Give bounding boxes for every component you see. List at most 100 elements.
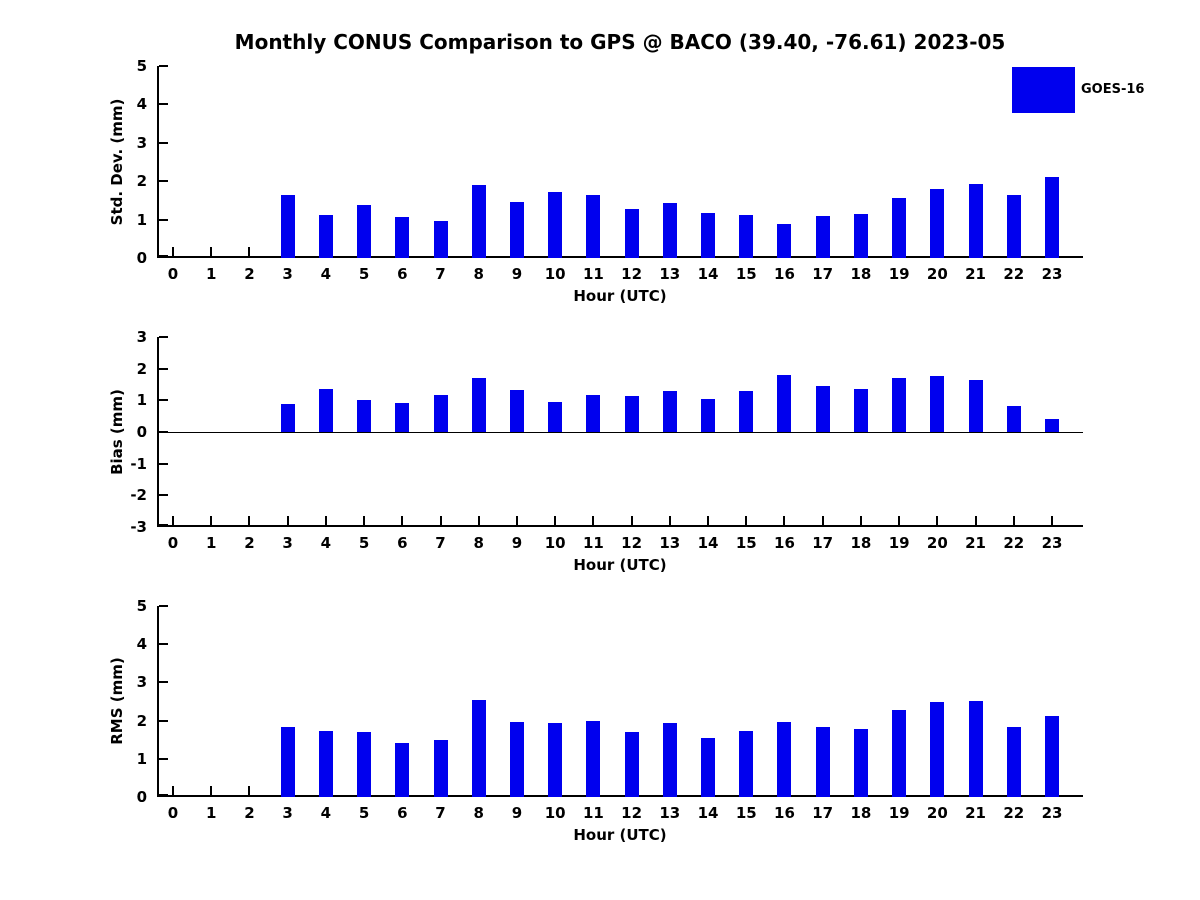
x-tick [1051,516,1053,525]
x-tick-label: 9 [511,804,523,822]
y-tick [159,431,168,433]
y-tick [159,794,168,796]
y-tick-label: 3 [136,133,147,152]
y-tick-label: 4 [136,95,147,114]
x-tick-label: 1 [205,534,217,552]
chart-title: Monthly CONUS Comparison to GPS @ BACO (… [234,30,1006,54]
x-tick-label: 20 [926,265,948,283]
x-tick [248,786,251,795]
x-tick-label: 10 [544,804,566,822]
bar-hour-16 [777,721,792,797]
x-tick-label: 10 [544,265,566,283]
x-tick [286,516,289,525]
x-tick-label: 14 [697,804,719,822]
x-tick-label: 15 [735,804,757,822]
y-tick [159,367,168,370]
bar-hour-20 [930,375,945,432]
bar-hour-6 [395,216,410,258]
bar-hour-7 [433,394,448,432]
x-tick-label: 1 [205,804,217,822]
x-tick [172,516,174,525]
x-tick-label: 6 [397,804,408,822]
bar-hour-3 [280,194,295,258]
y-tick-label: 0 [136,249,147,267]
x-tick [859,516,862,525]
x-tick-label: 16 [774,265,795,283]
x-tick-label: 10 [544,534,566,552]
x-tick [1012,516,1015,525]
y-axis-label-rms: RMS (mm) [108,657,126,745]
x-tick-label: 23 [1041,804,1063,822]
bar-hour-17 [815,727,830,797]
bar-hour-6 [395,742,410,797]
plot-area-bias: -3 -2 -1 0 1 2 3 0 1 2 3 4 5 6 7 8 9 10 11 12 13 14 15 16 17 18 19… [130,328,1083,552]
bar-hour-13 [662,390,677,432]
bar-hour-14 [701,737,716,797]
x-tick-label: 19 [888,265,910,283]
y-tick-label: 4 [136,635,147,654]
x-tick [210,516,213,525]
x-tick-label: 5 [358,804,370,822]
bar-hour-13 [662,203,677,258]
bar-hour-4 [318,214,333,258]
bar-hour-19 [892,378,907,432]
y-tick-label: 3 [136,673,147,692]
x-tick-label: 8 [473,534,484,552]
x-tick-label: 13 [659,534,681,552]
x-tick-label: 17 [812,804,834,822]
x-tick-label: 2 [244,265,255,283]
legend-label: GOES-16 [1081,82,1145,97]
bar-hour-12 [624,208,639,258]
y-tick [159,218,168,221]
y-axis-label-std-dev: Std. Dev. (mm) [108,98,126,226]
x-tick [783,516,786,525]
x-tick-label: 21 [965,265,986,283]
bar-hour-15 [739,730,754,797]
x-tick-label: 22 [1003,534,1025,552]
x-tick-label: 19 [888,534,910,552]
x-tick [248,247,251,256]
x-tick-label: 15 [735,265,757,283]
x-tick [439,516,442,525]
y-tick [159,494,168,497]
bar-hour-17 [815,385,830,432]
bar-hour-14 [701,398,716,432]
y-tick-label: -3 [130,518,147,536]
x-tick-label: 6 [397,534,408,552]
x-axis-spine [157,525,1083,527]
x-tick-label: 12 [621,804,643,822]
x-tick-label: 15 [735,534,757,552]
bar-hour-3 [280,404,295,432]
y-tick-label: 5 [136,597,147,615]
bar-hour-23 [1045,716,1059,797]
y-tick [159,141,168,144]
x-tick [515,516,518,525]
x-tick-label: 0 [167,534,179,552]
x-tick-label: 23 [1041,534,1063,552]
bar-hour-23 [1045,177,1059,258]
bar-hour-20 [930,188,945,258]
x-tick [592,516,595,525]
bar-hour-10 [548,401,563,432]
y-tick [159,643,168,646]
y-tick-label: 0 [136,423,147,441]
bar-hour-9 [509,721,524,797]
x-tick-label: 5 [358,534,370,552]
y-tick-label: -1 [130,454,147,473]
y-tick [159,524,168,526]
bar-hour-8 [471,378,486,432]
legend-swatch [1012,67,1075,113]
y-tick [159,462,168,465]
bar-hour-17 [815,215,830,258]
x-tick [821,516,824,525]
x-tick [745,516,748,525]
x-tick-label: 13 [659,804,681,822]
x-tick [974,516,977,525]
bar-hour-23 [1045,418,1059,432]
x-tick-label: 12 [621,534,643,552]
x-tick-label: 16 [774,534,795,552]
x-tick-label: 5 [358,265,370,283]
y-tick-label: -2 [130,486,147,505]
x-tick-label: 8 [473,265,484,283]
